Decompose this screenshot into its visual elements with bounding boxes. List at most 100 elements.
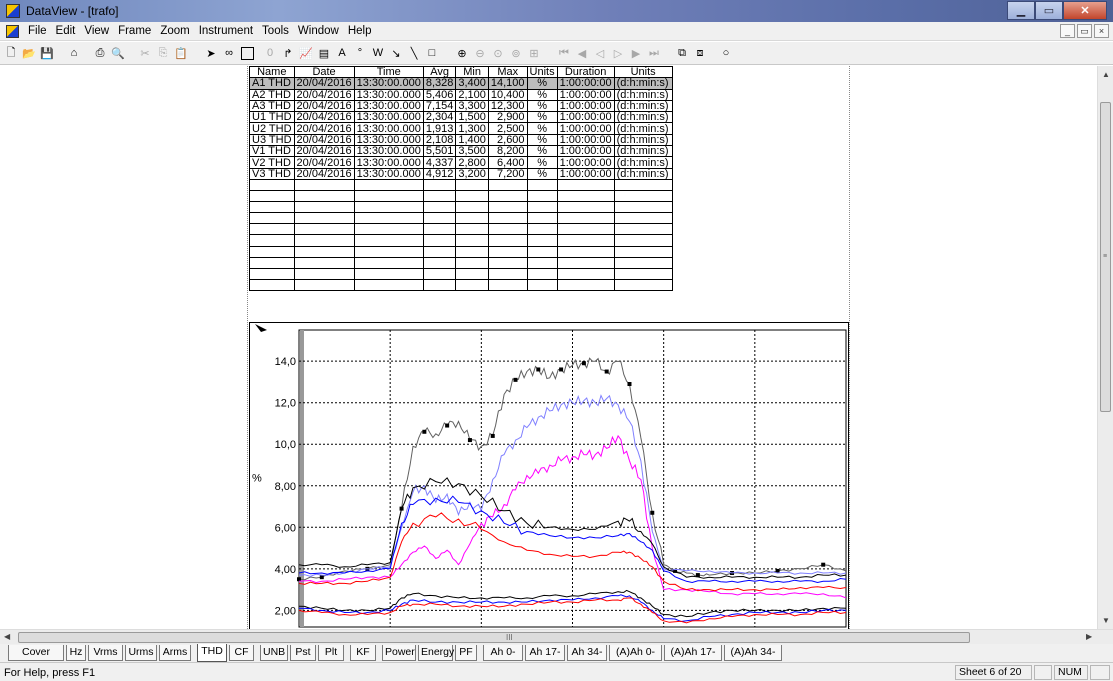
rectangle-icon[interactable]: □ [428,47,436,59]
table-row[interactable]: V1 THD 20/04/2016 13:30:00.000 5,501 3,500 8,… [249,145,673,158]
zoom-reset-icon[interactable]: ⊚ [511,47,521,60]
sheet-tab-thd[interactable]: THD [197,644,227,662]
text-icon[interactable]: A [338,47,346,59]
vertical-scroll-thumb[interactable]: ≡ [1100,102,1111,412]
empty-table-row[interactable] [249,190,673,203]
table-row[interactable]: U3 THD 20/04/2016 13:30:00.000 2,108 1,400 2,… [249,133,673,147]
sheet-tab-cover-sheet[interactable]: Cover Sheet [8,645,64,673]
graph-icon[interactable]: 📈 [299,47,313,60]
doc-minimize-button[interactable]: _ [1060,24,1075,38]
sheet-tab-ah-17-33[interactable]: Ah 17-33 [525,645,565,673]
arrow-icon[interactable]: ↘ [391,47,401,60]
empty-table-row[interactable] [249,178,673,192]
table-row[interactable]: V2 THD 20/04/2016 13:30:00.000 4,337 2,800 6,… [249,156,673,169]
table-row[interactable]: A2 THD 20/04/2016 13:30:00.000 5,406 2,100 10… [249,88,673,101]
scroll-left-icon[interactable]: ◀ [4,632,11,641]
sheet-tab-pst[interactable]: Pst [290,645,316,661]
sheet-tab-plt[interactable]: Plt [318,645,344,661]
empty-table-row[interactable] [249,245,673,258]
menu-instrument[interactable]: Instrument [198,25,254,37]
sheet-tab-unb[interactable]: UNB [260,645,288,661]
paste-icon[interactable]: 📋 [174,47,188,60]
sheet-tab-vrms[interactable]: Vrms [88,645,123,661]
sheet-tab-pf[interactable]: PF [455,645,477,661]
sheet-tab-a-ah-0-16[interactable]: (A)Ah 0-16 [609,645,662,673]
empty-table-row[interactable] [249,267,673,280]
glasses-icon[interactable]: ∞ [225,47,233,59]
empty-table-row[interactable] [249,234,673,247]
menu-zoom[interactable]: Zoom [160,25,190,37]
first-page-icon[interactable]: ⏮ [559,46,569,59]
pointer-icon[interactable]: ➤ [206,47,216,60]
cut-icon[interactable]: ✂ [140,47,150,60]
summary-table[interactable]: Name Date Time Avg Min Max Units Duratio… [249,66,673,291]
prev-page-icon[interactable]: ◁ [595,47,605,60]
maximize-button[interactable]: ▭ [1035,1,1063,20]
table-row[interactable]: A1 THD 20/04/2016 13:30:00.000 8,328 3,400 14… [249,77,673,90]
prev-fast-icon[interactable]: ◀ [577,47,587,60]
empty-table-row[interactable] [249,212,673,225]
sheet-tab-ah-34-50[interactable]: Ah 34-50 [567,645,607,673]
empty-table-row[interactable] [249,278,673,291]
sheet-tab-a-ah-17-33[interactable]: (A)Ah 17-33 [664,645,722,673]
last-page-icon[interactable]: ⏭ [649,46,659,59]
zoom-in-icon[interactable]: ⊕ [457,47,467,60]
menu-window[interactable]: Window [297,25,339,37]
home-icon[interactable]: ⌂ [70,47,78,59]
print-icon[interactable]: ⎙ [95,46,105,59]
next-page-icon[interactable]: ▷ [613,47,623,60]
print-preview-icon[interactable]: 🔍 [111,47,125,60]
menu-view[interactable]: View [84,25,110,37]
menu-tools[interactable]: Tools [262,25,289,37]
minimize-button[interactable]: ▁ [1007,1,1035,20]
save-icon[interactable]: 💾 [40,47,54,60]
scroll-up-icon[interactable]: ▲ [1102,70,1110,79]
doc-restore-button[interactable]: ▭ [1077,24,1092,38]
empty-table-row[interactable] [249,223,673,236]
thd-chart[interactable]: 2,00 4,00 6,00 8,00 10,0 12,0 14,0% [249,322,849,629]
next-fast-icon[interactable]: ▶ [631,47,641,60]
horizontal-scroll-thumb[interactable]: III [18,632,970,643]
zoom-page-icon[interactable]: ⊞ [529,47,539,60]
bring-front-icon[interactable]: ⧉ [678,46,686,59]
doc-close-button[interactable]: × [1094,24,1109,38]
sheet-tab-ah-0-16[interactable]: Ah 0-16 [483,645,523,673]
cursor-frame-icon[interactable]: ↱ [283,47,293,60]
menu-frame[interactable]: Frame [118,25,152,37]
frame-icon[interactable] [239,44,255,62]
scroll-right-icon[interactable]: ▶ [1086,632,1093,641]
label-icon[interactable]: ° [357,47,363,59]
menu-help[interactable]: Help [347,25,372,37]
send-back-icon[interactable]: ⧈ [696,46,704,59]
table-row[interactable]: V3 THD 20/04/2016 13:30:00.000 4,912 3,200 7,… [249,167,673,180]
close-button[interactable]: ✕ [1063,1,1107,20]
table-row[interactable]: A3 THD 20/04/2016 13:30:00.000 7,154 3,300 12… [249,99,673,113]
open-folder-icon[interactable]: 📂 [22,47,36,60]
table-row[interactable]: U2 THD 20/04/2016 13:30:00.000 1,913 1,300 2,… [249,122,673,135]
table-row[interactable]: U1 THD 20/04/2016 13:30:00.000 2,304 1,500 2,… [249,111,673,124]
sheet-tab-cf[interactable]: CF [229,645,254,661]
empty-table-row[interactable] [249,201,673,214]
menu-edit[interactable]: Edit [55,25,76,37]
scroll-down-icon[interactable]: ▼ [1102,616,1110,625]
new-file-icon[interactable]: 🗋 [6,46,16,59]
vertical-scrollbar[interactable]: ▲ ≡ ▼ [1097,66,1113,629]
zoom-fit-icon[interactable]: ⊙ [493,47,503,60]
sheet-tab-hz[interactable]: Hz [66,645,86,661]
empty-table-row[interactable] [249,256,673,269]
sheet-tab-kf[interactable]: KF [350,645,376,661]
zero-icon[interactable]: 0 [266,47,274,59]
horizontal-scrollbar[interactable]: ◀ III ▶ [0,629,1113,644]
table-icon[interactable]: ▤ [318,47,330,60]
sheet-tab-arms[interactable]: Arms [159,645,191,661]
word-icon[interactable]: W [372,47,384,59]
circle-icon[interactable]: ○ [722,47,730,59]
line-icon[interactable]: ╲ [410,47,418,60]
sheet-tab-power[interactable]: Power [382,645,416,661]
zoom-out-icon[interactable]: ⊖ [475,47,485,60]
sheet-tab-energy[interactable]: Energy [418,645,454,661]
menu-file[interactable]: File [28,25,47,37]
sheet-tab-a-ah-34-50[interactable]: (A)Ah 34-50 [724,645,782,673]
copy-icon[interactable]: ⎘ [158,46,168,59]
sheet-tab-urms[interactable]: Urms [125,645,157,661]
